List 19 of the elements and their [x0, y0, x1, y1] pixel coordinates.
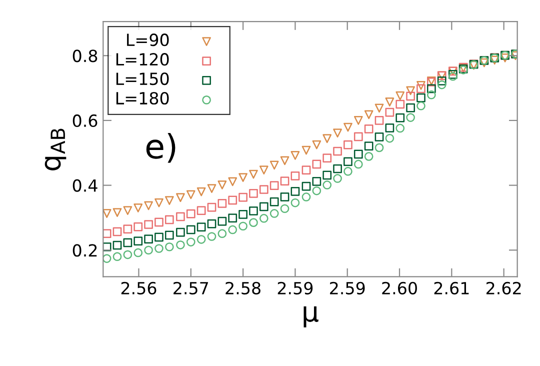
legend-label: L=150	[116, 72, 169, 86]
y-tick-label: 0.4	[72, 179, 98, 192]
x-tick-label: 2.61	[434, 282, 469, 294]
annotation: e)	[146, 133, 176, 163]
legend-label: L=120	[116, 53, 169, 66]
legend-label: L=90	[127, 34, 169, 46]
x-axis-title: μ	[304, 306, 318, 328]
x-tick-label: 2.59	[278, 282, 313, 294]
y-tick-label: 0.8	[72, 50, 98, 62]
y-tick-label: 0.2	[72, 244, 97, 257]
x-tick-label: 2.59	[330, 282, 365, 294]
x-tick-label: 2.62	[486, 282, 521, 294]
y-axis-title: q$_{AB}$	[44, 128, 66, 170]
x-tick-label: 2.60	[382, 282, 417, 294]
x-tick-label: 2.58	[226, 282, 260, 294]
y-tick-label: 0.6	[72, 114, 98, 128]
x-tick-label: 2.57	[174, 282, 208, 294]
x-tick-label: 2.56	[121, 282, 156, 294]
legend-label: L=180	[116, 92, 169, 105]
